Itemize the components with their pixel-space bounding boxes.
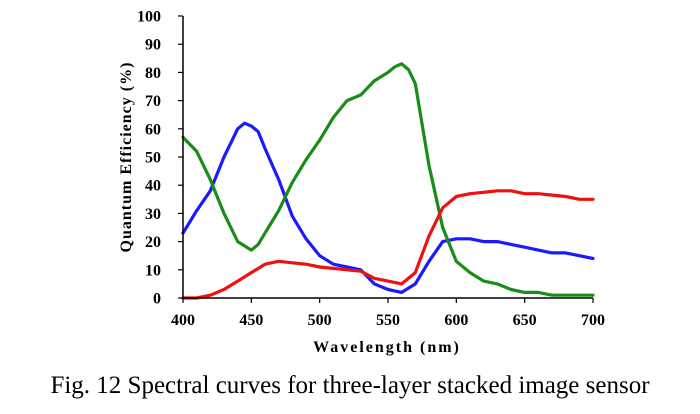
series-line-1 (181, 121, 595, 294)
y-tick-label: 50 (145, 150, 161, 167)
x-tick-label: 700 (581, 312, 605, 329)
x-tick-label: 400 (171, 312, 195, 329)
y-tick-label: 60 (145, 121, 161, 138)
y-tick-label: 0 (153, 291, 161, 308)
x-tick-label: 550 (376, 312, 400, 329)
figure-caption: Fig. 12 Spectral curves for three-layer … (50, 372, 650, 399)
y-axis: 0 10 20 30 40 50 60 70 80 90 100 (137, 9, 184, 308)
x-tick-label: 650 (513, 312, 537, 329)
y-tick-label: 100 (137, 9, 161, 26)
x-axis-title: Wavelength (nm) (313, 339, 461, 356)
y-tick-label: 20 (145, 234, 161, 251)
y-tick-label: 80 (145, 65, 161, 82)
spectral-chart: 0 10 20 30 40 50 60 70 80 90 100 400 450 500 550 600 65… (118, 9, 605, 357)
y-axis-title: Quantum Efficiency (%) (118, 62, 135, 253)
x-tick-label: 600 (444, 312, 468, 329)
x-axis: 400 450 500 550 600 650 700 (171, 297, 605, 329)
x-tick-label: 500 (308, 312, 332, 329)
series-line-2 (181, 62, 595, 297)
y-tick-label: 10 (145, 262, 161, 279)
y-tick-label: 70 (145, 93, 161, 110)
x-tick-label: 450 (239, 312, 263, 329)
y-tick-label: 30 (145, 206, 161, 223)
y-tick-label: 90 (145, 37, 161, 54)
series-line-3 (181, 189, 595, 300)
y-tick-label: 40 (145, 178, 161, 195)
